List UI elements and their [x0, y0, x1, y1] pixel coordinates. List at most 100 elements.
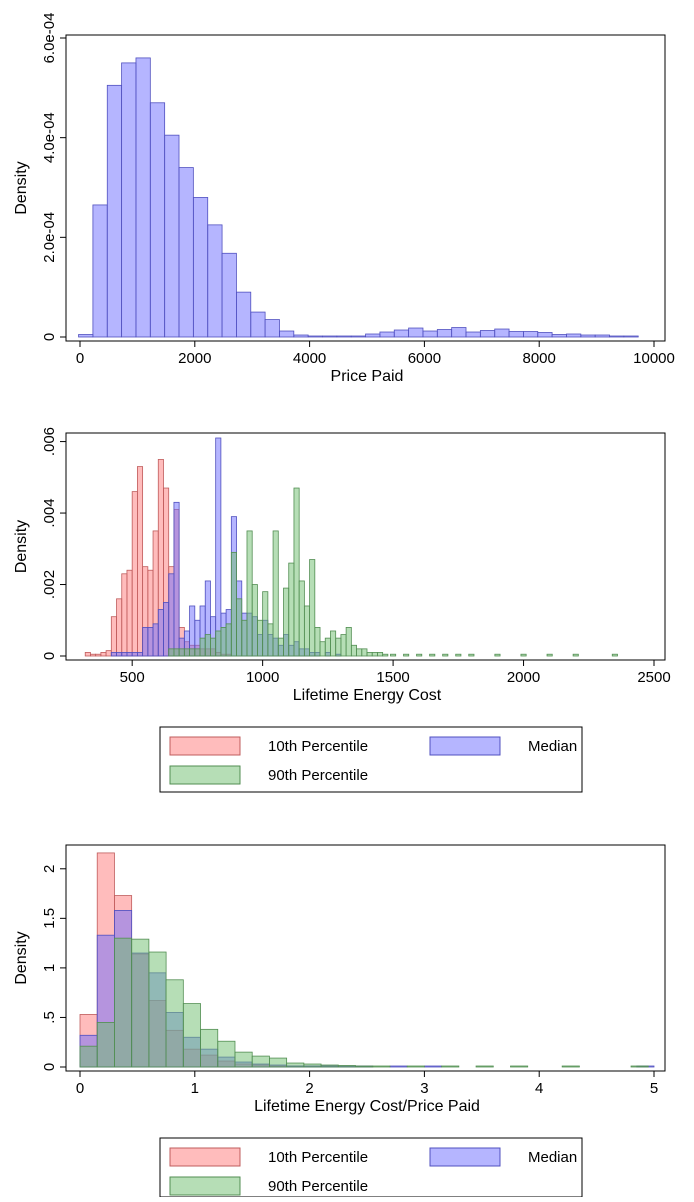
histogram-bar — [257, 619, 264, 657]
histogram-bar — [366, 652, 373, 657]
histogram-bar — [95, 653, 102, 657]
histogram-bar — [121, 652, 128, 657]
histogram-bar — [183, 648, 190, 657]
histogram-bar — [580, 334, 596, 338]
histogram-bar — [173, 501, 180, 657]
x-tick-label: 500 — [120, 669, 145, 686]
histogram-bar — [551, 334, 567, 338]
histogram-bar — [210, 637, 217, 657]
histogram-bar — [84, 652, 91, 657]
histogram-bar — [494, 328, 510, 338]
y-tick-label: 2 — [41, 865, 58, 873]
histogram-bar — [250, 311, 266, 338]
histogram-bar — [131, 652, 138, 657]
histogram-bar — [131, 491, 138, 657]
histogram-bar — [200, 1028, 219, 1068]
histogram-bar — [546, 653, 553, 657]
histogram-bar — [116, 598, 123, 657]
histogram-bar — [194, 648, 201, 657]
histogram-bar — [131, 938, 150, 1068]
histogram-bar — [475, 1065, 494, 1068]
histogram-bar — [173, 648, 180, 657]
histogram-bar — [277, 637, 284, 657]
histogram-bar — [594, 334, 610, 338]
histogram-bar — [611, 653, 618, 657]
x-tick-label: 1000 — [246, 669, 279, 686]
histogram-bar — [142, 627, 149, 657]
histogram-bar — [225, 623, 232, 657]
histogram-bar — [217, 1040, 236, 1068]
histogram-bar — [110, 616, 117, 657]
histogram-bar — [192, 197, 209, 338]
legend-swatch — [169, 736, 241, 756]
histogram-bar — [272, 530, 279, 657]
histogram-bar — [136, 466, 144, 657]
histogram-bar — [623, 335, 639, 338]
histogram-bar — [429, 653, 436, 657]
legend-label: Median — [528, 738, 577, 755]
histogram-bar — [423, 1065, 443, 1068]
histogram-bar — [189, 648, 196, 657]
histogram-bar — [92, 204, 108, 338]
histogram-bar — [121, 573, 128, 657]
histogram-bar — [377, 652, 384, 657]
legend-swatch — [169, 765, 241, 785]
histogram-bar — [152, 623, 159, 657]
histogram-bar — [379, 331, 395, 338]
histogram-bar — [442, 653, 449, 657]
histogram-bar — [403, 653, 410, 657]
histogram-bar — [114, 937, 133, 1068]
x-tick-label: 1 — [191, 1080, 199, 1097]
y-tick-label: 1.5 — [41, 908, 58, 929]
histogram-bar — [106, 84, 123, 338]
histogram-bar — [135, 57, 151, 338]
histogram-bar — [609, 335, 625, 338]
y-tick-label: 0 — [41, 1063, 58, 1071]
histogram-bar — [361, 648, 368, 657]
y-axis-label: Density — [13, 161, 30, 214]
histogram-bar — [121, 62, 137, 338]
histogram-bar — [335, 637, 342, 657]
histogram-bar — [236, 598, 243, 657]
histogram-bar — [345, 627, 352, 657]
histogram-bar — [168, 573, 175, 657]
legend-label: 90th Percentile — [268, 767, 368, 784]
x-tick-label: 3 — [420, 1080, 428, 1097]
legend: 10th Percentile Median 90th Percentile — [159, 726, 583, 793]
histogram-bar — [510, 1065, 529, 1068]
legend-swatch — [169, 1176, 241, 1196]
histogram-bar — [96, 1022, 115, 1068]
y-tick-label: 0 — [41, 652, 58, 660]
histogram-bar — [230, 551, 237, 657]
x-axis-label: Lifetime Energy Cost — [293, 687, 442, 704]
series-2 — [79, 937, 649, 1068]
legend-swatch — [429, 736, 501, 756]
histogram-bar — [422, 330, 438, 338]
histogram-bar — [314, 627, 321, 657]
histogram-bar — [204, 634, 211, 657]
histogram-bar — [241, 619, 248, 657]
y-tick-label: .002 — [41, 570, 58, 599]
y-tick-label: 1 — [41, 964, 58, 972]
histogram-bar — [116, 652, 123, 657]
legend-swatch — [169, 1147, 241, 1167]
histogram-bar — [630, 1065, 649, 1068]
histogram-bar — [178, 167, 194, 338]
histogram-bar — [148, 951, 167, 1068]
histogram-bar — [246, 530, 253, 657]
histogram-bar — [371, 652, 378, 657]
histogram-bar — [126, 652, 133, 657]
histogram-bar — [147, 627, 154, 657]
y-tick-label: .006 — [41, 427, 58, 456]
histogram-bar — [90, 653, 97, 657]
histogram-bar — [451, 327, 467, 338]
histogram-bar — [508, 331, 524, 338]
histogram-bar — [330, 630, 337, 657]
histogram-bar — [365, 333, 381, 338]
histogram-bar — [136, 652, 144, 657]
histogram-bar — [561, 1065, 580, 1068]
histogram-bar — [390, 653, 397, 657]
